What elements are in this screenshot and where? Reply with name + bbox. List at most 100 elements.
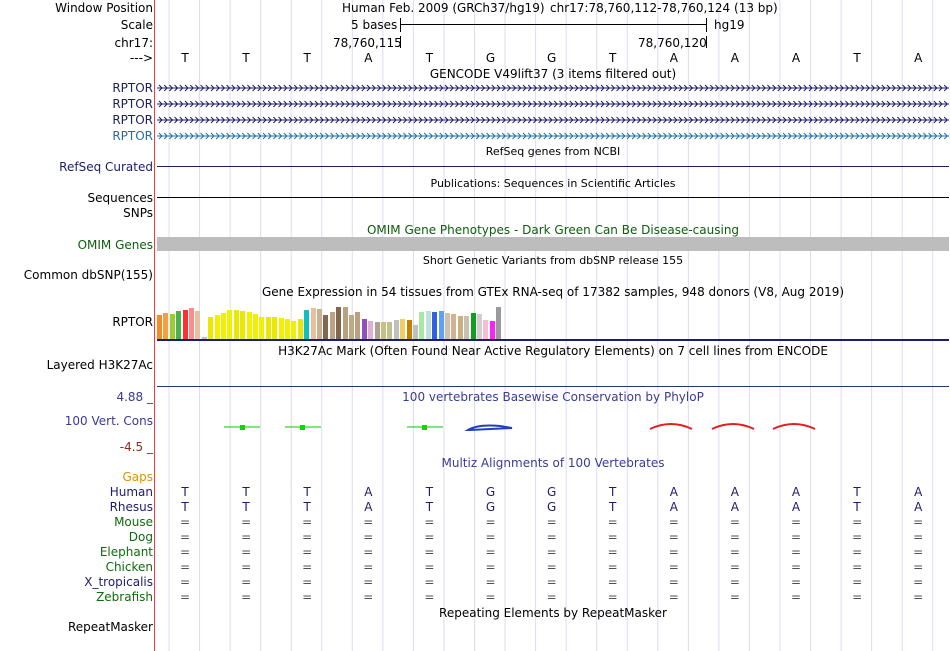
strand-arrow-label[interactable]: --->: [129, 51, 153, 65]
repeatmasker-title[interactable]: Repeating Elements by RepeatMasker: [439, 606, 667, 620]
gtex-tissue-bar[interactable]: [265, 316, 271, 339]
gtex-tissue-bar[interactable]: [464, 315, 470, 339]
gtex-tissue-bar[interactable]: [329, 311, 335, 339]
gtex-tissue-bar[interactable]: [374, 322, 380, 339]
gtex-tissue-bar[interactable]: [310, 307, 316, 339]
species-label[interactable]: Elephant: [99, 545, 153, 559]
gencode-transcript[interactable]: [157, 114, 949, 126]
gtex-tissue-bar[interactable]: [208, 317, 214, 339]
gencode-item-label[interactable]: RPTOR: [112, 81, 153, 95]
gtex-tissue-bar[interactable]: [233, 310, 239, 339]
h3k27ac-label[interactable]: Layered H3K27Ac: [46, 358, 153, 372]
gtex-tissue-bar[interactable]: [201, 337, 207, 339]
omim-label[interactable]: OMIM Genes: [77, 238, 153, 252]
window-position-label[interactable]: Window Position: [55, 1, 153, 15]
gtex-tissue-bar[interactable]: [489, 321, 495, 339]
dbsnp-label[interactable]: Common dbSNP(155): [23, 268, 153, 282]
gtex-tissue-bar[interactable]: [176, 311, 182, 339]
refseq-label[interactable]: RefSeq Curated: [59, 160, 153, 174]
species-label[interactable]: Human: [109, 485, 153, 499]
gencode-transcript[interactable]: [157, 82, 949, 94]
gtex-tissue-bar[interactable]: [477, 314, 482, 339]
gtex-tissue-bar[interactable]: [381, 322, 386, 339]
gtex-tissue-bar[interactable]: [253, 314, 258, 339]
gtex-tissue-bar[interactable]: [445, 313, 450, 339]
gencode-item-label[interactable]: RPTOR: [112, 129, 153, 143]
gtex-tissue-bar[interactable]: [496, 307, 502, 339]
gtex-tissue-bar[interactable]: [240, 311, 246, 339]
gtex-tissue-bar[interactable]: [425, 311, 431, 339]
species-label[interactable]: X_tropicalis: [84, 575, 153, 589]
gtex-tissue-bar[interactable]: [304, 310, 310, 339]
species-label[interactable]: Zebrafish: [96, 590, 153, 604]
h3k27ac-title[interactable]: H3K27Ac Mark (Often Found Near Active Re…: [278, 344, 828, 358]
scale-label[interactable]: Scale: [120, 18, 153, 32]
gtex-tissue-bar[interactable]: [323, 315, 329, 339]
gencode-item-label[interactable]: RPTOR: [112, 113, 153, 127]
gtex-tissue-bar[interactable]: [438, 311, 444, 339]
gtex-tissue-bar[interactable]: [368, 321, 374, 339]
gtex-tissue-bar[interactable]: [195, 311, 201, 339]
species-label[interactable]: Mouse: [114, 515, 153, 529]
gtex-tissue-bar[interactable]: [361, 319, 367, 339]
species-label[interactable]: Rhesus: [109, 500, 153, 514]
gtex-tissue-bar[interactable]: [336, 307, 342, 339]
gencode-item-label[interactable]: RPTOR: [112, 97, 153, 111]
gtex-tissue-bar[interactable]: [297, 319, 303, 339]
dbsnp-title[interactable]: Short Genetic Variants from dbSNP releas…: [422, 254, 684, 267]
publications-line[interactable]: [157, 197, 949, 198]
gtex-tissue-bar[interactable]: [355, 311, 361, 339]
gtex-tissue-bar[interactable]: [182, 310, 188, 339]
gtex-tissue-bar[interactable]: [393, 319, 399, 339]
chrom-label[interactable]: chr17:: [114, 36, 153, 50]
gtex-label[interactable]: RPTOR: [112, 315, 153, 329]
gtex-tissue-bar[interactable]: [349, 315, 354, 339]
publications-label[interactable]: Sequences: [87, 191, 153, 205]
gtex-tissue-bar[interactable]: [189, 307, 194, 339]
gtex-tissue-bar[interactable]: [387, 322, 393, 339]
gencode-title[interactable]: GENCODE V49lift37 (3 items filtered out): [429, 67, 677, 81]
alignment-base: =: [668, 530, 679, 544]
gaps-label[interactable]: Gaps: [122, 470, 153, 484]
gtex-tissue-bar[interactable]: [432, 311, 438, 339]
gtex-tissue-bar[interactable]: [214, 315, 220, 339]
refseq-title[interactable]: RefSeq genes from NCBI: [485, 145, 621, 158]
omim-feature[interactable]: [157, 237, 949, 251]
gtex-tissue-bar[interactable]: [259, 317, 265, 339]
phylop-title[interactable]: 100 vertebrates Basewise Conservation by…: [402, 390, 704, 404]
gtex-tissue-bar[interactable]: [419, 311, 425, 339]
gtex-tissue-bar[interactable]: [457, 315, 463, 339]
gtex-tissue-bar[interactable]: [291, 321, 297, 339]
gtex-tissue-bar[interactable]: [285, 319, 290, 339]
alignment-base: =: [546, 530, 557, 544]
gtex-tissue-bar[interactable]: [278, 318, 284, 339]
multiz-title[interactable]: Multiz Alignments of 100 Vertebrates: [441, 456, 665, 470]
gtex-tissue-bar[interactable]: [406, 319, 412, 339]
gtex-tissue-bar[interactable]: [413, 325, 418, 339]
gtex-tissue-bar[interactable]: [470, 313, 476, 339]
gtex-tissue-bar[interactable]: [483, 319, 489, 339]
refseq-line[interactable]: [157, 166, 949, 167]
omim-title[interactable]: OMIM Gene Phenotypes - Dark Green Can Be…: [366, 223, 740, 237]
gtex-tissue-bar[interactable]: [246, 311, 252, 339]
gtex-tissue-bar[interactable]: [163, 313, 169, 339]
gtex-tissue-bar[interactable]: [227, 310, 233, 339]
gtex-tissue-bar[interactable]: [451, 314, 457, 339]
gencode-transcript[interactable]: [157, 98, 949, 110]
phylop-label[interactable]: 100 Vert. Cons: [64, 414, 153, 428]
gtex-tissue-bar[interactable]: [400, 319, 406, 339]
gtex-tissue-bar[interactable]: [169, 314, 175, 339]
snps-label[interactable]: SNPs: [123, 206, 153, 220]
gencode-transcript[interactable]: [157, 130, 949, 142]
gtex-title[interactable]: Gene Expression in 54 tissues from GTEx …: [261, 285, 845, 299]
gtex-tissue-bar[interactable]: [157, 315, 162, 339]
gtex-tissue-bar[interactable]: [221, 312, 226, 339]
gtex-tissue-bar[interactable]: [272, 317, 278, 339]
publications-title[interactable]: Publications: Sequences in Scientific Ar…: [430, 177, 676, 190]
gtex-tissue-bar[interactable]: [342, 307, 348, 339]
species-label[interactable]: Dog: [128, 530, 153, 544]
species-label[interactable]: Chicken: [105, 560, 153, 574]
gtex-tissue-bar[interactable]: [317, 309, 322, 339]
repeatmasker-label[interactable]: RepeatMasker: [67, 620, 153, 634]
